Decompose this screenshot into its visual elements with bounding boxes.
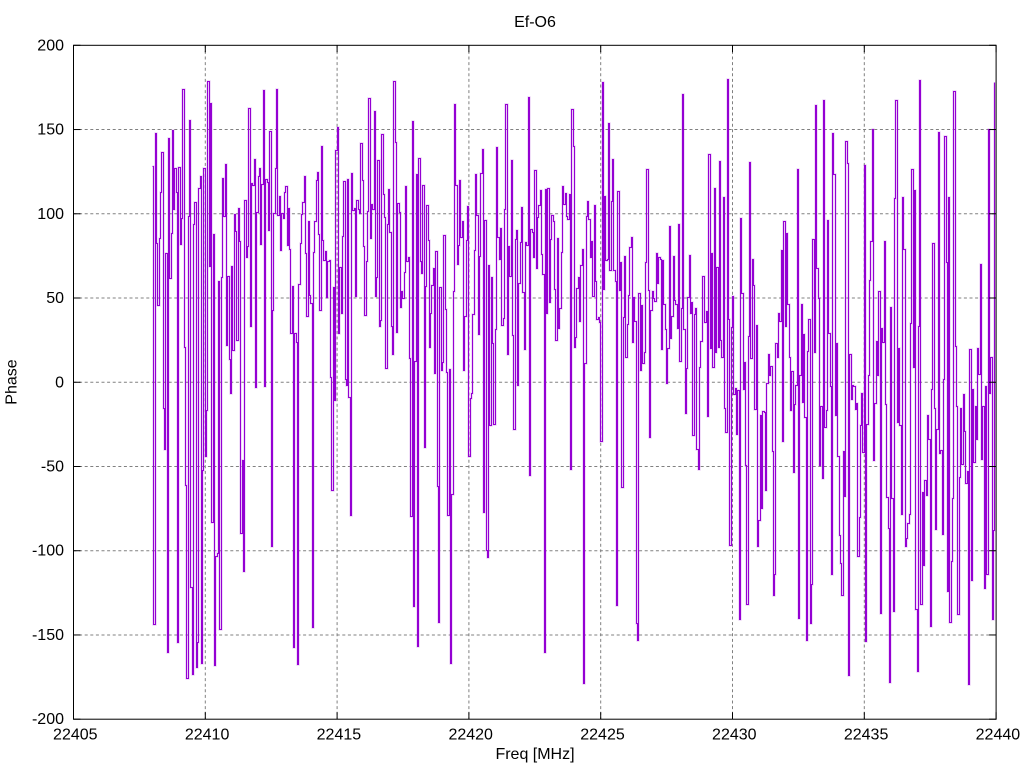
svg-text:0: 0 xyxy=(55,374,64,391)
svg-text:-100: -100 xyxy=(32,543,64,560)
svg-text:-200: -200 xyxy=(32,711,64,728)
svg-text:22405: 22405 xyxy=(53,727,98,744)
svg-text:22420: 22420 xyxy=(448,727,493,744)
svg-text:22425: 22425 xyxy=(580,727,625,744)
svg-text:22415: 22415 xyxy=(317,727,362,744)
svg-text:Freq [MHz]: Freq [MHz] xyxy=(495,746,574,763)
svg-text:22410: 22410 xyxy=(185,727,230,744)
svg-text:-150: -150 xyxy=(32,627,64,644)
svg-text:Phase: Phase xyxy=(4,359,21,404)
svg-text:22440: 22440 xyxy=(976,727,1021,744)
svg-text:-50: -50 xyxy=(41,459,64,476)
svg-text:100: 100 xyxy=(37,206,64,223)
svg-text:22435: 22435 xyxy=(844,727,889,744)
svg-text:Ef-O6: Ef-O6 xyxy=(514,14,556,31)
svg-text:200: 200 xyxy=(37,37,64,54)
svg-text:150: 150 xyxy=(37,122,64,139)
svg-text:50: 50 xyxy=(46,290,64,307)
svg-text:22430: 22430 xyxy=(712,727,757,744)
